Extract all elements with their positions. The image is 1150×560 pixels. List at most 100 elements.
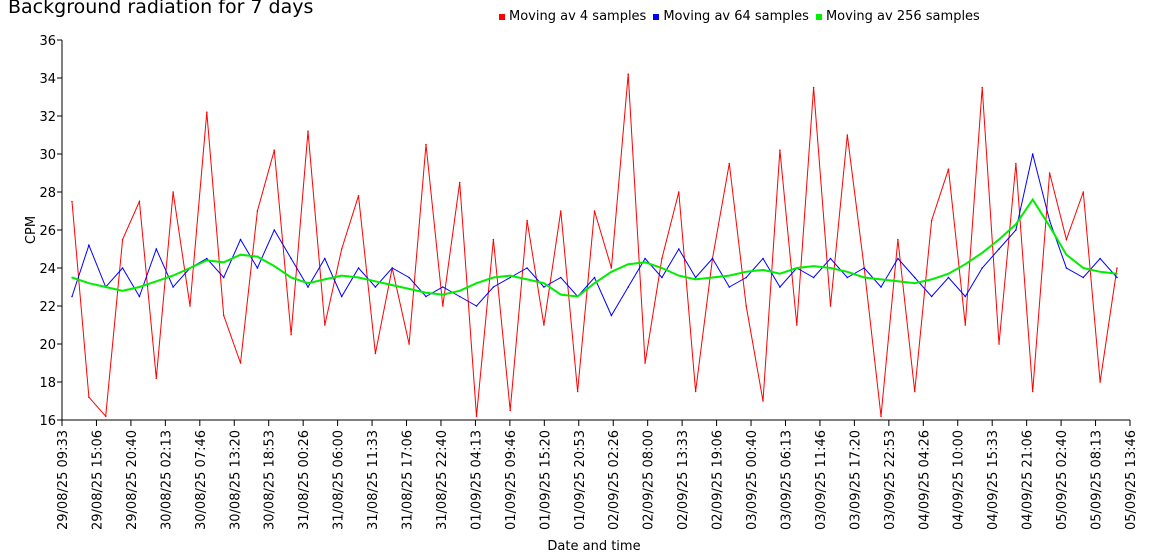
data-point bbox=[1116, 272, 1118, 275]
data-point bbox=[88, 282, 90, 285]
data-point bbox=[610, 314, 613, 317]
data-point bbox=[475, 415, 478, 418]
data-point bbox=[324, 257, 326, 260]
data-point bbox=[1099, 381, 1101, 383]
data-point bbox=[1048, 172, 1051, 174]
data-point bbox=[357, 276, 360, 279]
data-point bbox=[543, 324, 545, 326]
data-point bbox=[273, 229, 276, 231]
y-tick-label: 20 bbox=[39, 338, 56, 353]
data-point bbox=[206, 111, 208, 113]
data-point bbox=[711, 276, 714, 279]
data-point bbox=[779, 286, 781, 288]
data-point bbox=[1065, 267, 1068, 269]
x-tick-label: 31/08/25 22:40 bbox=[435, 430, 450, 530]
data-point bbox=[1065, 253, 1068, 256]
data-point bbox=[728, 162, 731, 165]
data-point bbox=[863, 276, 865, 279]
data-point bbox=[408, 276, 410, 279]
data-point bbox=[998, 248, 1000, 250]
x-tick-label: 01/09/25 09:46 bbox=[504, 430, 519, 530]
data-point bbox=[930, 295, 933, 298]
y-tick-label: 32 bbox=[39, 110, 56, 125]
data-point bbox=[442, 293, 444, 296]
data-point bbox=[981, 267, 983, 269]
data-point bbox=[947, 168, 950, 170]
data-point bbox=[576, 390, 579, 393]
data-point bbox=[644, 362, 646, 364]
data-point bbox=[324, 278, 326, 281]
data-point bbox=[661, 276, 663, 279]
x-tick-label: 05/09/25 08:13 bbox=[1090, 430, 1105, 530]
data-point bbox=[442, 305, 444, 307]
data-point bbox=[155, 280, 158, 283]
data-point bbox=[273, 149, 276, 151]
y-tick-label: 30 bbox=[39, 148, 56, 163]
x-tick-label: 01/09/25 20:53 bbox=[573, 430, 588, 530]
data-point bbox=[374, 286, 377, 288]
x-tick-label: 29/08/25 20:40 bbox=[125, 430, 140, 530]
data-point bbox=[1116, 276, 1118, 279]
data-point bbox=[526, 267, 528, 269]
data-point bbox=[104, 286, 107, 288]
data-point bbox=[138, 286, 141, 288]
series-0 bbox=[71, 73, 1118, 418]
data-point bbox=[340, 295, 343, 298]
data-point bbox=[290, 257, 292, 260]
data-point bbox=[324, 324, 326, 326]
data-point bbox=[728, 286, 731, 288]
data-point bbox=[880, 278, 882, 281]
data-point bbox=[795, 324, 798, 326]
data-point bbox=[1031, 198, 1034, 201]
data-point bbox=[913, 282, 916, 285]
y-tick-label: 22 bbox=[39, 300, 56, 315]
data-point bbox=[762, 269, 764, 271]
series-line-0 bbox=[71, 74, 1118, 418]
data-point bbox=[340, 248, 343, 250]
data-point bbox=[391, 267, 394, 269]
data-point bbox=[661, 267, 663, 269]
data-point bbox=[812, 86, 815, 89]
data-point bbox=[964, 324, 967, 326]
data-point bbox=[1082, 267, 1085, 269]
x-tick-label: 02/09/25 02:26 bbox=[607, 430, 622, 530]
data-point bbox=[239, 253, 242, 256]
axes-layer bbox=[61, 40, 1130, 421]
legend-swatch-64-samples bbox=[653, 13, 660, 20]
x-tick-label: 04/09/25 10:00 bbox=[952, 430, 967, 530]
data-point bbox=[172, 274, 174, 277]
data-point bbox=[71, 200, 73, 203]
data-point bbox=[526, 219, 528, 222]
data-point bbox=[627, 263, 630, 266]
data-point bbox=[627, 73, 630, 75]
y-tick-label: 36 bbox=[39, 34, 56, 49]
y-tick-label: 16 bbox=[39, 414, 56, 429]
data-point bbox=[846, 271, 849, 273]
data-point bbox=[998, 343, 1000, 345]
data-point bbox=[913, 276, 916, 279]
y-tick-label: 26 bbox=[39, 224, 56, 239]
y-tick-label: 34 bbox=[39, 72, 56, 87]
data-point bbox=[290, 333, 292, 336]
data-point bbox=[138, 295, 141, 298]
data-point bbox=[543, 286, 545, 288]
x-tick-label: 29/08/25 15:06 bbox=[90, 430, 105, 530]
data-point bbox=[1031, 390, 1034, 393]
data-point bbox=[593, 276, 596, 279]
legend-label-4-samples: Moving av 4 samples bbox=[509, 9, 647, 24]
data-point bbox=[256, 210, 259, 212]
x-tick-label: 04/09/25 04:26 bbox=[917, 430, 932, 530]
x-tick-label: 30/08/25 13:20 bbox=[228, 430, 243, 530]
x-tick-label: 30/08/25 07:46 bbox=[194, 430, 209, 530]
data-point bbox=[1099, 271, 1101, 273]
data-point bbox=[71, 295, 73, 298]
data-point bbox=[121, 267, 124, 269]
data-point bbox=[307, 282, 309, 285]
x-tick-label: 30/08/25 18:53 bbox=[263, 430, 278, 530]
data-point bbox=[677, 274, 680, 277]
data-point bbox=[930, 219, 933, 222]
data-point bbox=[425, 295, 427, 298]
data-point bbox=[1015, 229, 1017, 231]
legend: Moving av 4 samples Moving av 64 samples… bbox=[499, 9, 987, 24]
data-point bbox=[222, 276, 225, 279]
